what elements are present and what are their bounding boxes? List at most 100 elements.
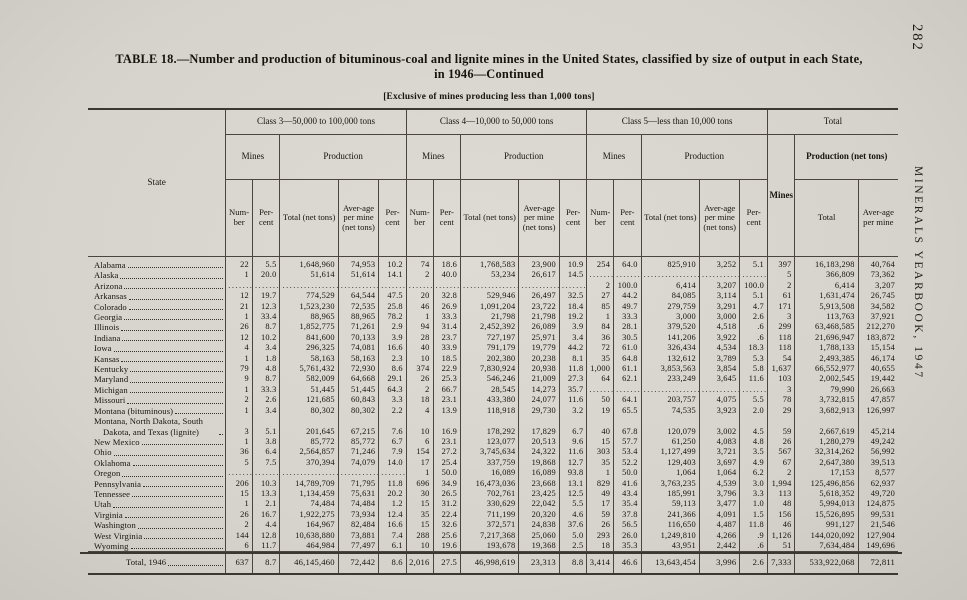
table-row: New Mexico 1 3.8 85,772 85,772 6.7 6 23.1 123,07… bbox=[88, 436, 898, 448]
data-cell: 33.3 bbox=[251, 384, 280, 396]
data-cell: 24,077 bbox=[518, 395, 560, 406]
data-cell: 2 bbox=[766, 280, 795, 292]
data-cell: 49,720 bbox=[857, 488, 898, 500]
table-row: Montana, North Dakota, South Dakota, and… bbox=[88, 416, 898, 437]
table-row: Michigan 1 33.3 51,445 51,445 64.3 2 66.7 28,545… bbox=[88, 384, 898, 396]
data-cell: 15 bbox=[405, 520, 434, 531]
data-cell: 20.2 bbox=[378, 488, 407, 500]
data-cell: 4,487 bbox=[698, 520, 740, 531]
data-cell: 1 bbox=[225, 384, 253, 396]
table-row: Colorado 21 12.3 1,523,230 72,535 25.8 46 26.9 1… bbox=[88, 301, 898, 313]
dot-leader bbox=[141, 443, 224, 446]
data-cell: 22,042 bbox=[518, 499, 560, 510]
table-row: Arizona.................................… bbox=[88, 280, 898, 292]
data-cell: 19,779 bbox=[518, 343, 560, 354]
data-cell: 113 bbox=[766, 488, 795, 500]
data-cell: 74,081 bbox=[337, 343, 379, 354]
data-cell: 26,663 bbox=[857, 384, 898, 396]
data-cell: 8.7 bbox=[251, 374, 280, 385]
dot-leader bbox=[168, 564, 224, 566]
data-cell: .......................... bbox=[518, 280, 560, 292]
data-cell: 1 bbox=[225, 405, 253, 417]
data-cell: 21,009 bbox=[518, 374, 560, 385]
state-label: Kentucky bbox=[94, 364, 129, 375]
state-cell: Tennessee bbox=[88, 489, 226, 499]
data-cell: 49 bbox=[586, 488, 614, 500]
data-cell: 10.2 bbox=[251, 332, 280, 344]
data-cell: 21,798 bbox=[518, 312, 560, 323]
state-cell: Alabama bbox=[88, 257, 226, 271]
data-cell: 20,320 bbox=[518, 509, 560, 521]
data-cell: 1,280,279 bbox=[794, 436, 859, 448]
data-cell: .......................... bbox=[558, 280, 587, 292]
state-label: Indiana bbox=[94, 332, 121, 343]
state-label: Illinois bbox=[94, 322, 120, 333]
title-line2: in 1946—Continued bbox=[434, 66, 544, 81]
data-cell: 36 bbox=[586, 332, 614, 344]
data-cell: 23.7 bbox=[432, 332, 461, 344]
data-cell: 47.5 bbox=[378, 291, 407, 302]
data-cell: 5.5 bbox=[251, 256, 280, 271]
data-cell: 36 bbox=[225, 447, 253, 458]
data-cell: .......................... bbox=[640, 384, 700, 396]
data-cell: 26,089 bbox=[518, 322, 560, 333]
data-cell: 3,763,235 bbox=[640, 478, 700, 489]
number-header: Num-ber bbox=[405, 179, 434, 257]
data-cell: 2,016 bbox=[405, 551, 434, 575]
data-cell: 25,060 bbox=[518, 530, 560, 541]
data-cell: 18.4 bbox=[558, 301, 587, 313]
data-cell: 3,732,815 bbox=[794, 395, 859, 406]
data-cell: 80,302 bbox=[279, 405, 339, 417]
data-cell: 2,442 bbox=[698, 540, 740, 552]
data-cell: 103 bbox=[766, 374, 795, 385]
data-cell: 99,531 bbox=[857, 509, 898, 521]
data-cell: 829 bbox=[586, 478, 614, 489]
table-row: Ohio 36 6.4 2,564,857 71,246 7.9 154 27.2 3,745,… bbox=[88, 447, 898, 458]
data-cell: 88,965 bbox=[279, 312, 339, 323]
data-cell: 20,513 bbox=[518, 436, 560, 448]
data-cell: 582,009 bbox=[279, 374, 339, 385]
total-avg-per-mine-header: Aver-age per mine bbox=[857, 179, 898, 257]
data-cell: 6.4 bbox=[251, 447, 280, 458]
data-cell: .......................... bbox=[337, 468, 379, 479]
group-header-total: Total bbox=[766, 109, 898, 135]
data-cell: .......................... bbox=[613, 270, 642, 281]
data-cell: 293 bbox=[586, 530, 614, 541]
data-cell: 72,811 bbox=[857, 551, 898, 575]
data-cell: 2 bbox=[405, 384, 434, 396]
data-cell: 23,313 bbox=[518, 551, 560, 575]
sub-header-row: Mines Production Mines Production Mines … bbox=[88, 134, 898, 257]
state-label: Arizona bbox=[94, 280, 123, 291]
data-cell: 27.3 bbox=[558, 374, 587, 385]
table-row: Pennsylvania 206 10.3 14,789,709 71,795 11.8 6… bbox=[88, 478, 898, 489]
state-label: Alabama bbox=[94, 260, 126, 270]
data-cell: 3,682,913 bbox=[794, 405, 859, 417]
state-cell: Alaska bbox=[88, 270, 226, 280]
data-cell: .......................... bbox=[405, 280, 434, 292]
data-cell: 35 bbox=[586, 353, 614, 365]
mines-subheader: Mines bbox=[405, 134, 461, 180]
data-cell: 1,064 bbox=[640, 468, 700, 479]
data-cell: 12 bbox=[225, 332, 253, 344]
data-cell: 529,946 bbox=[460, 291, 519, 302]
data-cell: 4.8 bbox=[251, 364, 280, 375]
data-cell: 93.8 bbox=[558, 468, 587, 479]
data-cell: 23,668 bbox=[518, 478, 560, 489]
percent-header: Per-cent bbox=[251, 179, 280, 257]
data-cell: 193,678 bbox=[460, 540, 519, 552]
data-cell: 25.4 bbox=[432, 457, 461, 469]
data-cell: 19 bbox=[586, 405, 614, 417]
data-cell: .......................... bbox=[225, 468, 253, 479]
data-cell: 26 bbox=[586, 520, 614, 531]
data-cell: 77,497 bbox=[337, 540, 379, 552]
data-cell: 727,197 bbox=[460, 332, 519, 344]
data-cell: 1 bbox=[405, 312, 434, 323]
data-cell: 67,215 bbox=[337, 416, 379, 437]
data-cell: 9 bbox=[225, 374, 253, 385]
data-cell: 144,020,092 bbox=[794, 530, 859, 541]
data-cell: 11.7 bbox=[251, 540, 280, 552]
data-cell: 19,868 bbox=[518, 457, 560, 469]
data-cell: 9.6 bbox=[558, 436, 587, 448]
data-cell: 5.3 bbox=[739, 353, 768, 365]
data-cell: 65.5 bbox=[613, 405, 642, 417]
